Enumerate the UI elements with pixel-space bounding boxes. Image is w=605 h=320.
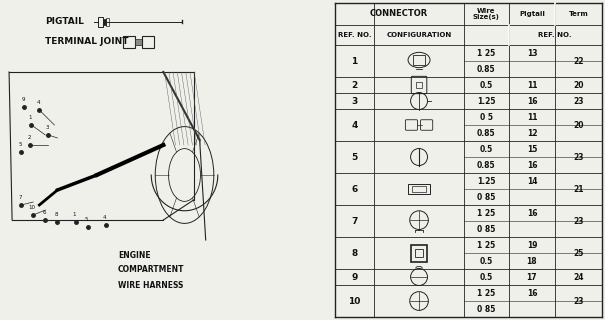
Bar (103, 19, 106, 25)
Text: 9: 9 (21, 97, 25, 102)
Text: 1 25: 1 25 (477, 209, 495, 218)
Text: WIRE HARNESS: WIRE HARNESS (118, 281, 183, 290)
Text: 14: 14 (527, 177, 537, 186)
Text: 0 85: 0 85 (477, 193, 495, 202)
Text: 13: 13 (527, 49, 537, 58)
Text: 9: 9 (352, 273, 358, 282)
Bar (106, 18, 109, 22)
Text: 6: 6 (42, 210, 46, 215)
Text: 16: 16 (527, 209, 537, 218)
Bar (416, 82, 422, 88)
Text: 18: 18 (526, 257, 537, 266)
Text: 23: 23 (574, 153, 584, 162)
Text: 2: 2 (27, 135, 31, 140)
Text: 1.25: 1.25 (477, 177, 495, 186)
Text: 0 85: 0 85 (477, 305, 495, 314)
Text: 0 5: 0 5 (480, 113, 492, 122)
Text: 22: 22 (574, 57, 584, 66)
Text: 10: 10 (28, 205, 36, 210)
Text: 0.5: 0.5 (480, 257, 493, 266)
Text: 4: 4 (36, 100, 40, 105)
Text: 8: 8 (54, 212, 58, 217)
Text: 3: 3 (45, 125, 49, 130)
Text: Wire
Size(s): Wire Size(s) (473, 8, 500, 20)
Text: 17: 17 (526, 273, 537, 282)
Text: 8: 8 (352, 249, 358, 258)
Text: COMPARTMENT: COMPARTMENT (118, 266, 185, 275)
Text: 25: 25 (574, 249, 584, 258)
Text: 11: 11 (527, 113, 537, 122)
Text: Term: Term (569, 11, 589, 17)
Text: ENGINE: ENGINE (118, 251, 151, 260)
Bar (411, 244, 428, 261)
Text: 5: 5 (85, 217, 88, 222)
Text: PIGTAIL: PIGTAIL (45, 18, 84, 27)
Text: 1: 1 (352, 57, 358, 66)
Text: 21: 21 (574, 185, 584, 194)
Text: 24: 24 (574, 273, 584, 282)
Text: 0.5: 0.5 (480, 81, 493, 90)
Text: 0.5: 0.5 (480, 273, 493, 282)
Text: 2: 2 (352, 81, 358, 90)
Text: 6: 6 (352, 185, 358, 194)
Bar (135, 39, 142, 45)
Bar (415, 249, 423, 257)
Text: 16: 16 (527, 289, 537, 298)
Bar (413, 55, 425, 65)
Text: 4: 4 (352, 121, 358, 130)
Bar (182, 20, 183, 24)
Text: 23: 23 (574, 297, 584, 306)
Text: 16: 16 (527, 161, 537, 170)
Text: REF. NO.: REF. NO. (338, 32, 371, 38)
Text: 23: 23 (574, 97, 584, 106)
Text: 5: 5 (18, 142, 22, 147)
Text: 0 85: 0 85 (477, 225, 495, 234)
Text: 1: 1 (73, 212, 76, 217)
Text: 0.5: 0.5 (480, 145, 493, 154)
Bar (98, 17, 103, 27)
Text: 1 25: 1 25 (477, 49, 495, 58)
Text: 1: 1 (28, 115, 32, 120)
Text: 19: 19 (527, 241, 537, 250)
Text: 23: 23 (574, 217, 584, 226)
Text: 3: 3 (352, 97, 358, 106)
Text: 1 25: 1 25 (477, 289, 495, 298)
Text: 4: 4 (103, 215, 106, 220)
Text: 11: 11 (527, 81, 537, 90)
Text: 7: 7 (352, 217, 358, 226)
Text: 1 25: 1 25 (477, 241, 495, 250)
Text: 5: 5 (352, 153, 358, 162)
Text: 15: 15 (527, 145, 537, 154)
Bar (408, 184, 430, 194)
Text: 0.85: 0.85 (477, 129, 495, 138)
Bar (106, 22, 109, 26)
Text: 10: 10 (348, 297, 361, 306)
Text: CONFIGURATION: CONFIGURATION (387, 32, 452, 38)
Bar (412, 187, 426, 192)
Text: REF. NO.: REF. NO. (538, 32, 572, 38)
Text: Pigtail: Pigtail (519, 11, 545, 17)
Text: 12: 12 (527, 129, 537, 138)
Text: 7: 7 (18, 195, 22, 200)
Text: 0.85: 0.85 (477, 65, 495, 74)
Text: 20: 20 (574, 121, 584, 130)
Text: 0.85: 0.85 (477, 161, 495, 170)
Text: 16: 16 (527, 97, 537, 106)
Text: 1.25: 1.25 (477, 97, 495, 106)
Bar (123, 36, 135, 48)
Text: TERMINAL JOINT: TERMINAL JOINT (45, 37, 129, 46)
Text: CONNECTOR: CONNECTOR (370, 10, 428, 19)
Bar (142, 36, 154, 48)
Text: 20: 20 (574, 81, 584, 90)
